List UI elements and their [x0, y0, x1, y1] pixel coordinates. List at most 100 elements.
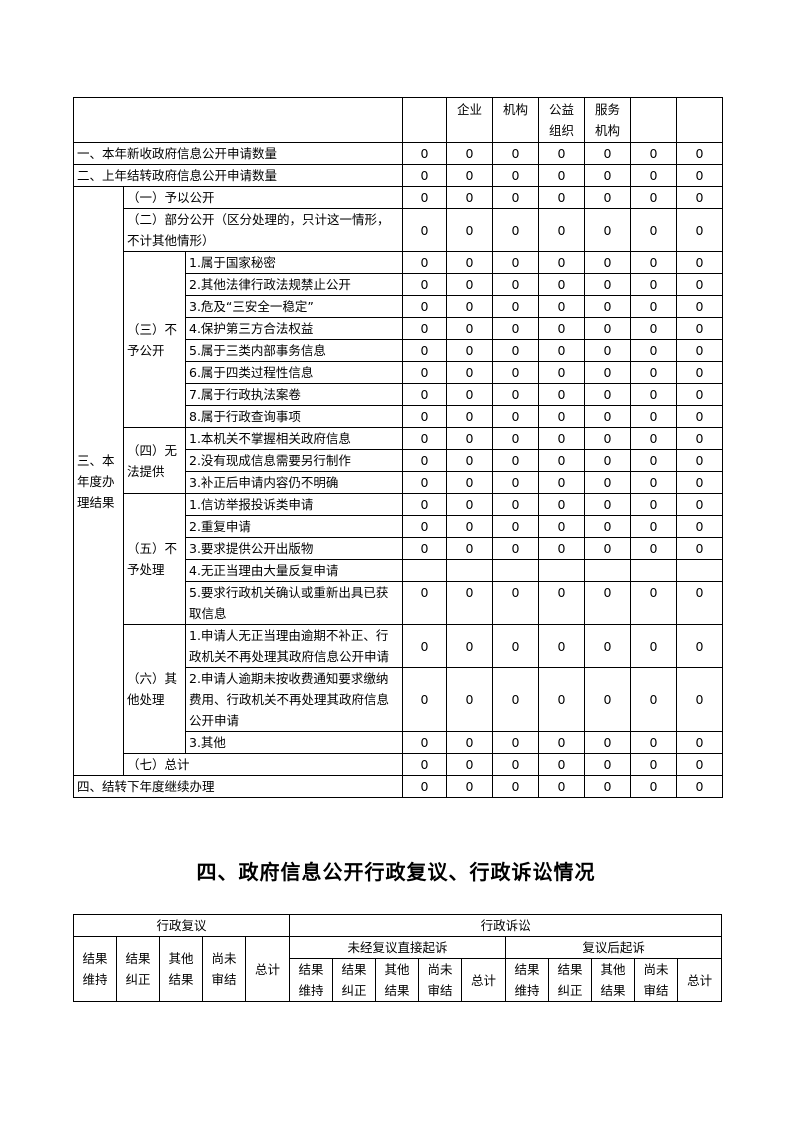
table-row: （五）不 予处理 1.信访举报投诉类申请 0 0 0 0 0 0 0 [74, 493, 724, 625]
value-cell: 0 [402, 731, 448, 754]
item-label: 3.危及“三安全一稳定” [184, 295, 404, 318]
column-header: 服务 机构 [584, 97, 632, 143]
value-cell: 0 [446, 361, 494, 384]
value-cell: 0 [492, 361, 540, 384]
table-row: 一、本年新收政府信息公开申请数量 0 0 0 0 0 0 0 [72, 142, 724, 165]
group-label: （五）不 予处理 [123, 493, 186, 625]
value-cell: 0 [676, 361, 724, 384]
col-review-total: 总计 [244, 936, 291, 1002]
value-cell: 0 [538, 493, 586, 516]
value-cell: 0 [630, 493, 678, 516]
value-cell [584, 559, 632, 582]
value-cell: 0 [446, 449, 494, 472]
value-cell: 0 [538, 471, 586, 494]
value-cell: 0 [676, 624, 724, 668]
value-cell: 0 [492, 731, 540, 754]
value-cell: 0 [402, 581, 448, 625]
value-cell: 0 [492, 273, 540, 296]
value-cell: 0 [676, 142, 724, 165]
value-cell: 0 [492, 295, 540, 318]
item-label: 5.要求行政机关确认或重新出具已获取信息 [184, 581, 404, 625]
value-cell: 0 [446, 427, 494, 450]
value-cell: 0 [402, 295, 448, 318]
value-cell: 0 [676, 317, 724, 340]
table-row: （六）其 他处理 1.申请人无正当理由逾期不补正、行政机关不再处理其政府信息公开申… [74, 624, 724, 754]
value-cell: 0 [630, 339, 678, 362]
table-row: 三、本 年度办 理结果 （一）予以公开 0 0 0 0 0 0 0 [73, 186, 724, 776]
value-cell: 0 [492, 449, 540, 472]
value-cell: 0 [538, 427, 586, 450]
col-direct-corrected: 结果 纠正 [332, 958, 377, 1002]
value-cell: 0 [492, 208, 540, 252]
item-label: 1.申请人无正当理由逾期不补正、行政机关不再处理其政府信息公开申请 [184, 624, 404, 668]
value-cell: 0 [402, 753, 448, 776]
value-cell: 0 [584, 251, 632, 274]
item-label: 2.申请人逾期未按收费通知要求缴纳费用、行政机关不再处理其政府信息公开申请 [184, 667, 404, 732]
col-after-pending: 尚未 审结 [634, 958, 679, 1002]
value-cell: 0 [584, 208, 632, 252]
value-cell: 0 [630, 383, 678, 406]
value-cell: 0 [630, 164, 678, 187]
value-cell: 0 [538, 731, 586, 754]
value-cell: 0 [446, 186, 494, 209]
value-cell [492, 559, 540, 582]
value-cell: 0 [584, 361, 632, 384]
value-cell: 0 [492, 383, 540, 406]
value-cell: 0 [584, 537, 632, 560]
item-label: 3.要求提供公开出版物 [184, 537, 404, 560]
value-cell: 0 [676, 251, 724, 274]
value-cell: 0 [446, 405, 494, 428]
value-cell: 0 [538, 775, 586, 798]
value-cell: 0 [492, 753, 540, 776]
value-cell: 0 [538, 537, 586, 560]
value-cell: 0 [676, 775, 724, 798]
value-cell: 0 [676, 339, 724, 362]
value-cell: 0 [538, 295, 586, 318]
value-cell: 0 [538, 164, 586, 187]
value-cell: 0 [584, 515, 632, 538]
value-cell: 0 [538, 142, 586, 165]
header-admin-litigation: 行政诉讼 [289, 914, 723, 937]
value-cell: 0 [402, 515, 448, 538]
value-cell: 0 [492, 667, 540, 732]
value-cell: 0 [402, 383, 448, 406]
value-cell: 0 [446, 251, 494, 274]
value-cell: 0 [538, 361, 586, 384]
value-cell: 0 [538, 317, 586, 340]
value-cell: 0 [492, 164, 540, 187]
value-cell: 0 [538, 449, 586, 472]
value-cell: 0 [402, 493, 448, 516]
value-cell: 0 [446, 493, 494, 516]
value-cell [538, 559, 586, 582]
value-cell: 0 [676, 581, 724, 625]
value-cell: 0 [492, 317, 540, 340]
value-cell: 0 [492, 251, 540, 274]
col-review-upheld: 结果 维持 [73, 936, 117, 1002]
value-cell: 0 [630, 624, 678, 668]
table-row: 四、结转下年度继续办理 0 0 0 0 0 0 0 [72, 775, 724, 798]
value-cell: 0 [630, 361, 678, 384]
header-direct-suit: 未经复议直接起诉 [289, 936, 507, 959]
value-cell: 0 [446, 208, 494, 252]
value-cell: 0 [492, 581, 540, 625]
item-label: 2.重复申请 [184, 515, 404, 538]
value-cell: 0 [676, 753, 724, 776]
value-cell: 0 [584, 339, 632, 362]
value-cell: 0 [630, 251, 678, 274]
value-cell: 0 [584, 317, 632, 340]
value-cell: 0 [584, 295, 632, 318]
value-cell: 0 [676, 295, 724, 318]
value-cell: 0 [538, 581, 586, 625]
column-header [630, 97, 678, 143]
value-cell: 0 [676, 667, 724, 732]
value-cell: 0 [630, 208, 678, 252]
value-cell: 0 [446, 753, 494, 776]
value-cell: 0 [446, 624, 494, 668]
value-cell: 0 [584, 273, 632, 296]
value-cell: 0 [630, 731, 678, 754]
value-cell: 0 [584, 142, 632, 165]
value-cell: 0 [538, 251, 586, 274]
value-cell: 0 [402, 317, 448, 340]
value-cell: 0 [676, 164, 724, 187]
col-review-corrected: 结果 纠正 [116, 936, 160, 1002]
